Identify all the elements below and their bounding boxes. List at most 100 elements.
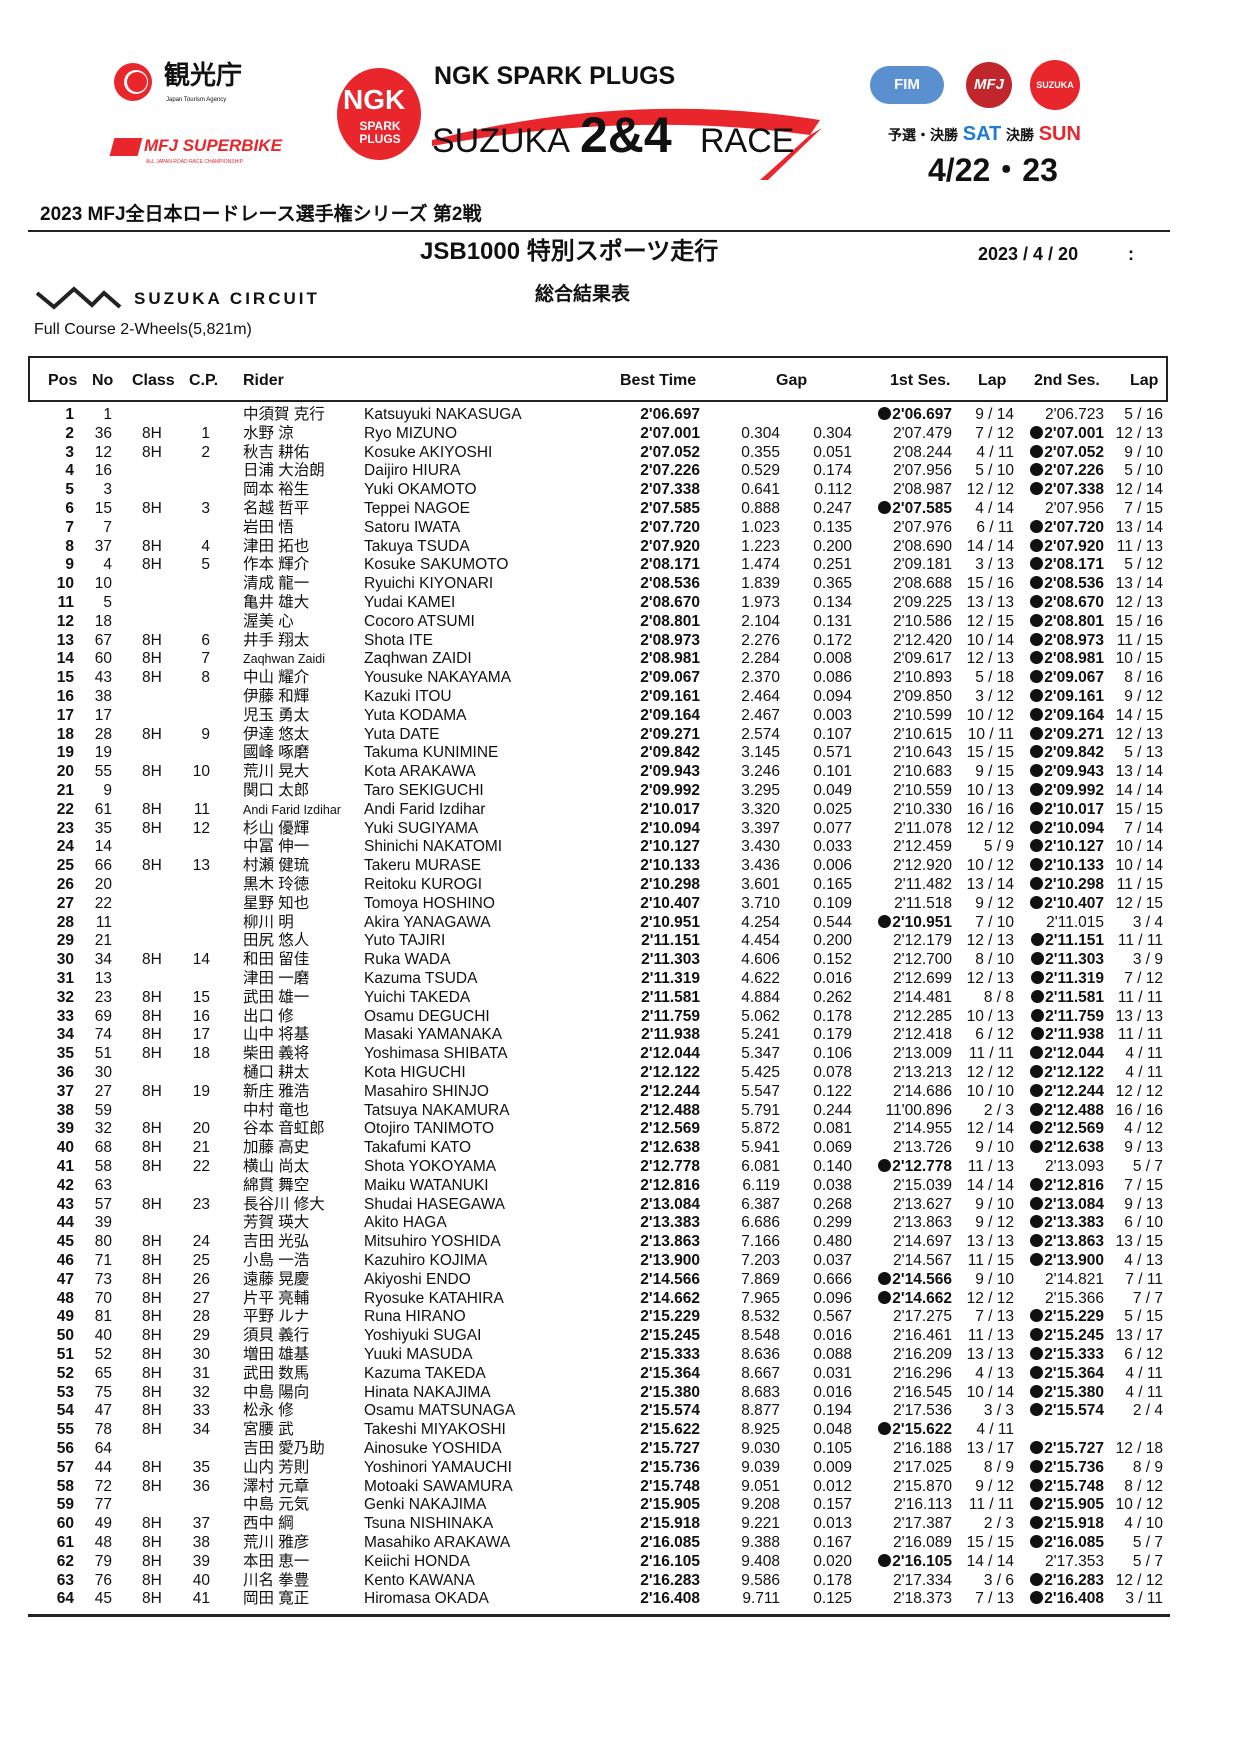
cell-pos: 46 [57,1252,74,1270]
cell-gap: 8.925 [741,1421,780,1439]
cell-gap: 3.710 [741,895,780,913]
cell-class: 8H [142,1158,162,1176]
rider-jp-text: 岡田 寛正 [243,1590,310,1608]
cell-diff: 0.251 [813,556,852,574]
cell-ses2: 2'08.973 [1030,632,1104,650]
cell-lap2: 4 / 11 [1125,1384,1163,1402]
cell-best-time: 2'16.283 [640,1572,700,1590]
cell-ses2: 2'09.067 [1030,669,1104,687]
rider-en-text: Yuta KODAMA [364,706,467,724]
class-text: 8H [142,556,162,574]
rider-jp-text: 平野 ルナ [243,1308,310,1326]
ses2-text: 2'17.353 [1045,1552,1104,1570]
ses2-text: 2'07.001 [1044,424,1104,442]
ses2-text: 2'15.364 [1044,1364,1104,1382]
cell-rider-en: Yoshiyuki SUGAI [364,1327,481,1345]
cell-rider-en: Hiromasa OKADA [364,1590,489,1608]
ses2-text: 2'09.992 [1044,782,1104,799]
pos-text: 10 [56,575,74,593]
pos-text: 50 [56,1327,74,1345]
cell-rider-en: Mitsuhiro YOSHIDA [364,1233,501,1251]
cell-lap2: 9 / 13 [1124,1196,1163,1214]
cell-class: 8H [142,1459,162,1477]
class-text: 8H [142,1308,162,1326]
ses2-text: 2'10.133 [1044,857,1104,875]
best-time-text: 2'11.938 [641,1026,700,1044]
ses1-text: 2'11.518 [894,894,952,912]
cell-lap2: 5 / 10 [1124,462,1163,480]
class-text: 8H [142,537,162,555]
diff-text: 0.107 [813,725,852,743]
cell-lap2: 12 / 13 [1116,594,1163,612]
cell-ses2: 2'07.338 [1030,481,1104,499]
cell-pos: 5 [65,481,74,499]
rider-en-text: Osamu MATSUNAGA [364,1402,516,1420]
cell-ses2: 2'12.244 [1030,1083,1104,1101]
cell-rider-en: Takuya TSUDA [364,538,470,556]
cell-ses2: 2'15.366 [1045,1290,1104,1308]
cell-gap: 5.791 [741,1102,780,1120]
cell-ses1: 2'10.893 [893,669,952,687]
cell-lap1: 13 / 14 [967,876,1014,894]
best-lap-dot-icon [1030,670,1044,684]
cell-gap: 2.464 [741,688,780,706]
ngk-badge-sub: SPARK PLUGS [359,119,401,146]
best-lap-dot-icon [878,501,892,514]
cell-best-time: 2'15.918 [640,1515,700,1533]
cell-gap: 9.208 [741,1496,780,1514]
cell-rider-en: Kazuma TSUDA [364,970,477,988]
rider-jp-text: 中山 耀介 [243,669,310,687]
cell-best-time: 2'15.380 [640,1384,700,1402]
cell-lap2: 12 / 12 [1116,1572,1163,1590]
cell-gap: 8.548 [741,1327,780,1345]
cell-rider-jp: 清成 龍一 [243,575,309,593]
pos-text: 30 [56,951,74,969]
cell-cp: 6 [201,632,210,650]
cell-ses2: 2'08.171 [1030,556,1104,574]
gap-text: 8.925 [741,1421,780,1439]
cell-best-time: 2'12.638 [640,1139,700,1157]
cell-rider-jp: 伊達 悠太 [243,726,309,744]
cell-diff: 0.122 [813,1083,852,1101]
lap2-text: 9 / 10 [1124,443,1163,461]
no-text: 4 [103,556,112,574]
no-text: 65 [94,1364,112,1382]
cell-best-time: 2'10.094 [640,820,700,838]
rider-en-text: Masahiko ARAKAWA [364,1534,511,1551]
cell-diff: 0.268 [813,1196,852,1214]
cp-text: 8 [201,669,210,687]
cell-lap1: 10 / 11 [968,726,1014,744]
cell-lap2: 9 / 10 [1124,444,1163,462]
col-no: No [92,372,114,389]
pos-text: 25 [56,857,74,875]
best-time-text: 2'07.585 [640,500,700,517]
best-lap-dot-icon [1030,726,1044,740]
cell-gap: 5.241 [741,1026,780,1044]
cell-ses2: 2'09.943 [1030,763,1104,781]
cell-lap1: 15 / 16 [967,575,1014,593]
cell-diff: 0.008 [813,650,852,668]
cell-no: 61 [95,801,112,819]
diff-text: 0.666 [813,1270,852,1288]
best-time-text: 2'13.900 [640,1252,700,1269]
class-text: 8H [142,1346,162,1363]
gap-text: 3.710 [741,894,780,912]
cell-ses2: 2'10.127 [1030,838,1104,856]
no-text: 52 [94,1346,112,1363]
no-text: 39 [94,1214,112,1232]
diff-text: 0.016 [813,970,852,987]
rider-en-text: Andi Farid Izdihar [364,800,486,818]
cell-gap: 3.295 [741,782,780,800]
best-time-text: 2'12.122 [640,1064,700,1081]
cell-ses2: 2'11.303 [1031,951,1104,969]
lap1-text: 3 / 3 [983,1402,1014,1420]
cell-gap: 4.606 [741,951,780,969]
best-lap-dot-icon [878,1553,892,1567]
lap2-text: 11 / 11 [1117,1026,1163,1044]
cell-pos: 14 [57,650,74,668]
cell-no: 49 [95,1515,112,1533]
lap2-text: 12 / 18 [1115,1440,1163,1457]
cell-cp: 38 [193,1534,210,1552]
best-time-text: 2'11.151 [641,932,700,950]
cell-lap1: 8 / 10 [975,951,1014,969]
